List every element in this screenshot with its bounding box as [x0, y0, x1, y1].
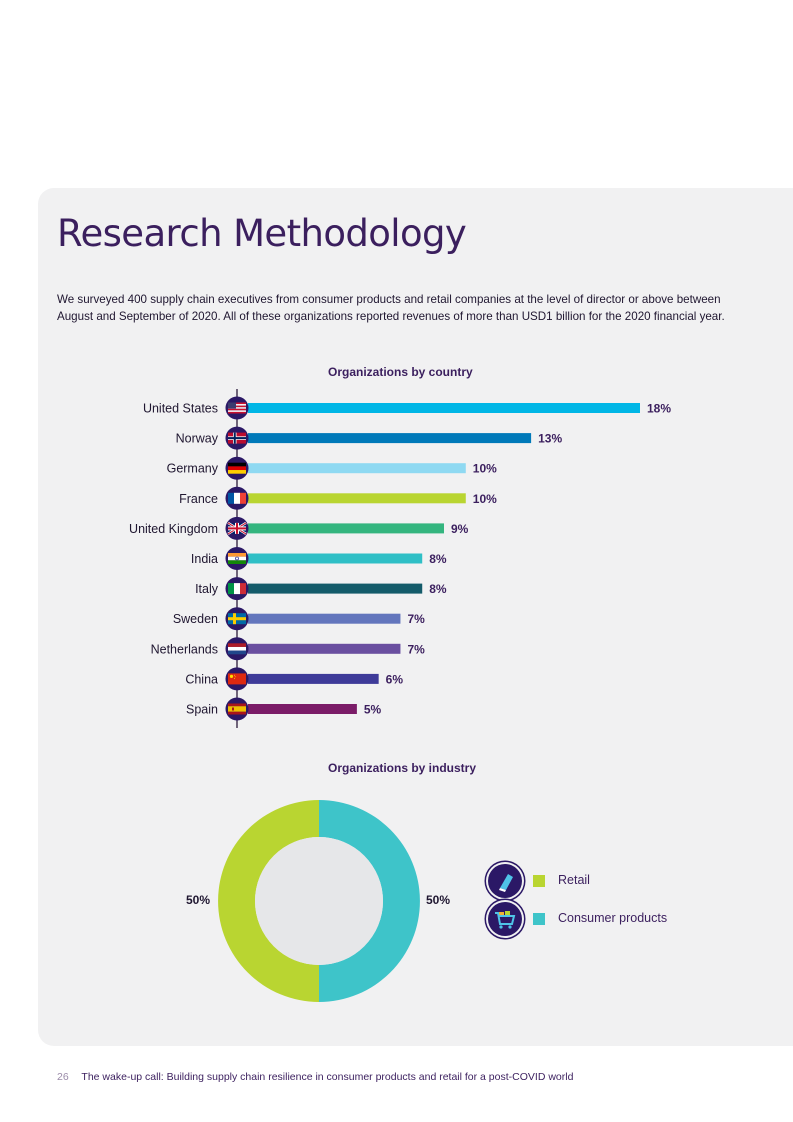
page-number: 26 [57, 1071, 69, 1083]
donut-segment-consumer-products [319, 800, 420, 1002]
bar-value-label: 7% [407, 612, 425, 626]
country-label: United States [143, 402, 218, 416]
bar-value-label: 6% [386, 672, 404, 686]
country-label: Germany [167, 462, 219, 476]
country-bar [248, 493, 466, 504]
bar-value-label: 8% [429, 552, 447, 566]
retail-percent-label: 50% [186, 893, 211, 907]
industry-chart-title: Organizations by industry [328, 761, 477, 775]
bar-value-label: 5% [364, 703, 382, 717]
donut-hole [255, 837, 383, 965]
bar-value-label: 10% [473, 462, 497, 476]
country-label: Norway [176, 432, 219, 446]
country-bar [248, 433, 532, 444]
country-bar [248, 403, 640, 413]
italy-flag-icon [225, 577, 249, 601]
country-label: Sweden [173, 612, 218, 626]
country-label: China [185, 672, 218, 686]
legend-label-retail: Retail [558, 873, 590, 887]
netherlands-flag-icon [225, 637, 249, 661]
norway-flag-icon [225, 426, 249, 450]
country-bar [248, 523, 444, 534]
country-bar [248, 643, 401, 654]
country-bar [248, 704, 357, 714]
bar-value-label: 8% [429, 582, 447, 596]
bar-value-label: 13% [538, 432, 562, 446]
shopping-cart-icon [488, 902, 522, 936]
india-flag-icon [225, 547, 249, 570]
page-footer: 26 The wake-up call: Building supply cha… [57, 1071, 573, 1083]
country-chart-title: Organizations by country [328, 365, 473, 379]
country-label: Netherlands [151, 642, 218, 656]
legend-swatch-consumer-products [533, 913, 545, 925]
legend-label-consumer-products: Consumer products [558, 911, 668, 925]
donut-segment-retail [218, 800, 319, 1002]
country-bar [248, 613, 401, 624]
footer-text: The wake-up call: Building supply chain … [81, 1071, 574, 1083]
legend-item-consumer-products: Consumer products [486, 900, 706, 940]
bar-value-label: 10% [473, 492, 497, 506]
country-bar [248, 553, 423, 564]
country-label: Italy [195, 582, 219, 596]
bar-value-label: 18% [647, 402, 671, 416]
bar-value-label: 7% [407, 642, 425, 656]
country-label: India [191, 552, 218, 566]
country-bar [248, 583, 423, 594]
us-flag-icon [225, 396, 249, 420]
spain-flag-icon [225, 697, 249, 721]
germany-flag-icon [225, 456, 249, 480]
shoe-icon [488, 864, 522, 898]
country-label: France [179, 492, 218, 506]
country-label: United Kingdom [129, 522, 218, 536]
legend-swatch-retail [533, 875, 545, 887]
bar-value-label: 9% [451, 522, 469, 536]
france-flag-icon [225, 486, 249, 510]
uk-flag-icon [225, 516, 249, 540]
page-title: Research Methodology [57, 212, 467, 255]
china-flag-icon [225, 667, 249, 691]
country-bar [248, 673, 379, 684]
country-label: Spain [186, 703, 218, 717]
consumer-products-percent-label: 50% [426, 893, 451, 907]
country-bar [248, 463, 466, 474]
intro-paragraph: We surveyed 400 supply chain executives … [57, 293, 725, 323]
legend-item-retail: Retail [486, 862, 706, 902]
sweden-flag-icon [225, 607, 249, 631]
